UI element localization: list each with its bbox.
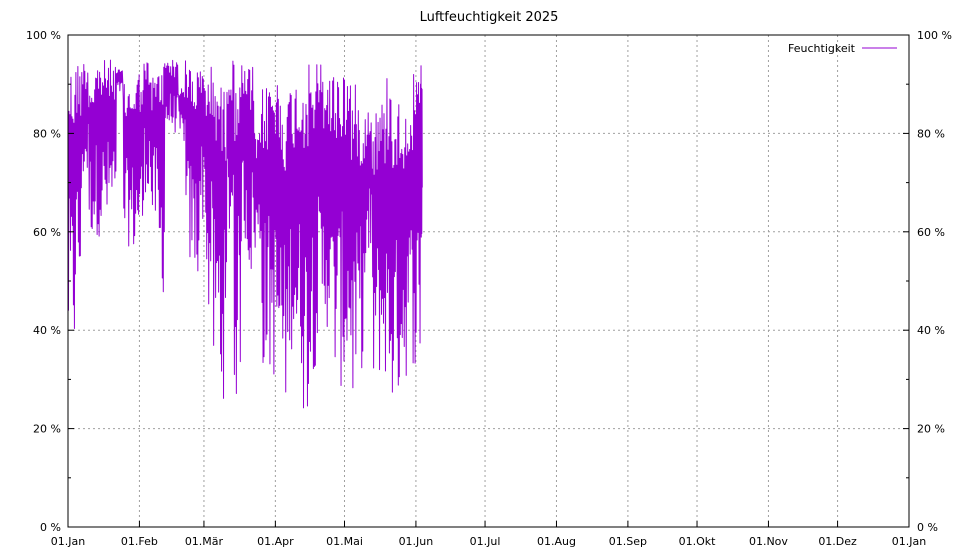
x-tick-label: 01.Okt bbox=[679, 535, 717, 548]
y-tick-label-left: 40 % bbox=[33, 324, 61, 337]
x-axis-ticks: 01.Jan 01.Feb 01.Mär 01.Apr 01.Mai 01.Jun 01.J… bbox=[51, 521, 926, 548]
y-tick-label-left: 80 % bbox=[33, 127, 61, 140]
y-tick-label-left: 60 % bbox=[33, 226, 61, 239]
y-tick-label-right: 100 % bbox=[917, 29, 952, 42]
y-tick-label-right: 40 % bbox=[917, 324, 945, 337]
y-tick-label-left: 100 % bbox=[26, 29, 61, 42]
y-axis-ticks: 0 % 0 % 20 % 20 % 40 % 40 % 60 % 60 % 80 % 80 % 10… bbox=[26, 29, 952, 534]
y-tick-label-right: 60 % bbox=[917, 226, 945, 239]
x-tick-label: 01.Mär bbox=[185, 535, 224, 548]
chart-title: Luftfeuchtigkeit 2025 bbox=[420, 10, 559, 25]
y-tick-label-right: 0 % bbox=[917, 521, 938, 534]
x-tick-label: 01.Jan bbox=[892, 535, 926, 548]
legend-label: Feuchtigkeit bbox=[788, 42, 856, 55]
x-tick-label: 01.Feb bbox=[121, 535, 158, 548]
x-tick-label: 01.Nov bbox=[749, 535, 788, 548]
x-tick-label: 01.Sep bbox=[609, 535, 647, 548]
x-tick-label: 01.Jul bbox=[470, 535, 501, 548]
series-feuchtigkeit bbox=[67, 59, 423, 409]
x-tick-label: 01.Jan bbox=[51, 535, 85, 548]
y-tick-label-right: 80 % bbox=[917, 127, 945, 140]
y-tick-label-left: 20 % bbox=[33, 423, 61, 436]
series-line-feuchtigkeit bbox=[67, 59, 423, 409]
y-tick-label-left: 0 % bbox=[40, 521, 61, 534]
x-tick-label: 01.Jun bbox=[399, 535, 434, 548]
x-tick-label: 01.Dez bbox=[818, 535, 857, 548]
x-tick-label: 01.Mai bbox=[326, 535, 363, 548]
x-tick-label: 01.Apr bbox=[257, 535, 294, 548]
y-tick-label-right: 20 % bbox=[917, 423, 945, 436]
legend: Feuchtigkeit bbox=[788, 42, 897, 55]
x-tick-label: 01.Aug bbox=[537, 535, 576, 548]
